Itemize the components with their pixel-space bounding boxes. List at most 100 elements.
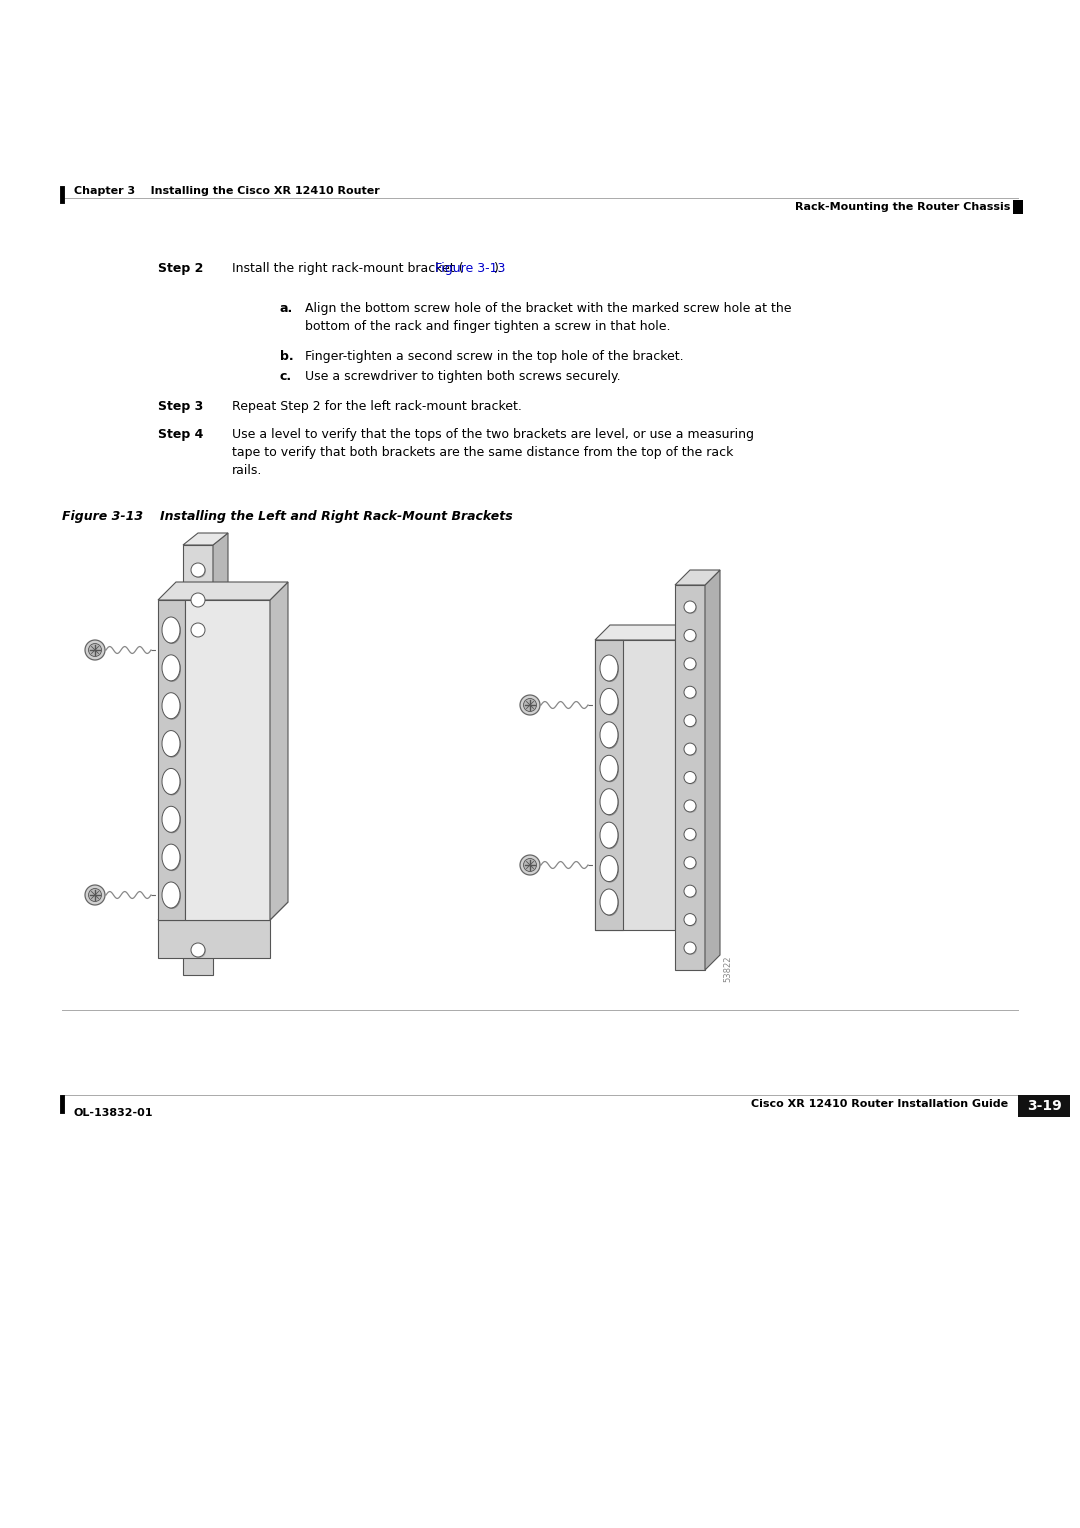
Circle shape — [192, 564, 206, 578]
Text: Installing the Left and Right Rack-Mount Brackets: Installing the Left and Right Rack-Mount… — [160, 510, 513, 523]
Ellipse shape — [163, 732, 181, 758]
Ellipse shape — [163, 883, 181, 909]
Circle shape — [684, 914, 696, 926]
Text: Use a level to verify that the tops of the two brackets are level, or use a meas: Use a level to verify that the tops of t… — [232, 428, 754, 442]
Text: Align the bottom screw hole of the bracket with the marked screw hole at the: Align the bottom screw hole of the brack… — [305, 303, 792, 315]
Polygon shape — [595, 640, 623, 931]
Circle shape — [191, 562, 205, 578]
Text: Step 2: Step 2 — [158, 261, 203, 275]
Circle shape — [685, 659, 697, 671]
Polygon shape — [185, 601, 270, 920]
Polygon shape — [158, 582, 288, 601]
Ellipse shape — [600, 790, 619, 816]
Polygon shape — [158, 601, 185, 920]
Polygon shape — [675, 570, 720, 585]
Circle shape — [684, 801, 696, 811]
Ellipse shape — [163, 807, 181, 833]
Polygon shape — [270, 582, 288, 920]
Polygon shape — [675, 585, 705, 970]
Circle shape — [685, 715, 697, 727]
Ellipse shape — [162, 882, 180, 908]
Polygon shape — [213, 533, 228, 601]
Ellipse shape — [162, 769, 180, 795]
Circle shape — [685, 744, 697, 756]
Text: Repeat Step 2 for the left rack-mount bracket.: Repeat Step 2 for the left rack-mount br… — [232, 400, 522, 413]
Circle shape — [685, 886, 697, 898]
Text: Use a screwdriver to tighten both screws securely.: Use a screwdriver to tighten both screws… — [305, 370, 621, 384]
Ellipse shape — [600, 689, 619, 715]
Text: tape to verify that both brackets are the same distance from the top of the rack: tape to verify that both brackets are th… — [232, 446, 733, 458]
Circle shape — [519, 856, 540, 876]
Circle shape — [192, 594, 206, 608]
Circle shape — [85, 885, 105, 905]
Ellipse shape — [600, 856, 618, 882]
Circle shape — [684, 772, 696, 784]
Ellipse shape — [163, 770, 181, 796]
Ellipse shape — [163, 694, 181, 720]
Text: Finger-tighten a second screw in the top hole of the bracket.: Finger-tighten a second screw in the top… — [305, 350, 684, 364]
Ellipse shape — [162, 656, 180, 681]
Polygon shape — [705, 570, 720, 970]
Text: Figure 3-13: Figure 3-13 — [435, 261, 505, 275]
Polygon shape — [595, 625, 690, 640]
Text: Cisco XR 12410 Router Installation Guide: Cisco XR 12410 Router Installation Guide — [751, 1099, 1008, 1109]
Ellipse shape — [162, 617, 180, 643]
Text: rails.: rails. — [232, 465, 262, 477]
Circle shape — [685, 602, 697, 614]
Circle shape — [685, 688, 697, 700]
Circle shape — [191, 623, 205, 637]
Circle shape — [685, 830, 697, 842]
Circle shape — [684, 659, 696, 669]
Circle shape — [524, 698, 537, 712]
Circle shape — [684, 885, 696, 897]
Ellipse shape — [600, 721, 618, 747]
Circle shape — [519, 695, 540, 715]
Polygon shape — [183, 545, 213, 601]
Polygon shape — [183, 533, 228, 545]
Ellipse shape — [162, 730, 180, 756]
Circle shape — [191, 593, 205, 607]
Text: ).: ). — [495, 261, 503, 275]
Ellipse shape — [162, 692, 180, 718]
Ellipse shape — [163, 845, 181, 871]
Text: OL-13832-01: OL-13832-01 — [75, 1108, 153, 1118]
Ellipse shape — [600, 689, 618, 715]
Ellipse shape — [600, 889, 619, 915]
Text: c.: c. — [280, 370, 292, 384]
Circle shape — [684, 743, 696, 755]
Text: Install the right rack-mount bracket (: Install the right rack-mount bracket ( — [232, 261, 463, 275]
Circle shape — [192, 944, 206, 958]
Text: Rack-Mounting the Router Chassis: Rack-Mounting the Router Chassis — [795, 202, 1010, 212]
Ellipse shape — [162, 807, 180, 833]
Polygon shape — [158, 920, 270, 958]
Circle shape — [685, 773, 697, 784]
Circle shape — [685, 943, 697, 955]
Text: 3-19: 3-19 — [1027, 1099, 1062, 1112]
Circle shape — [684, 630, 696, 642]
Ellipse shape — [600, 656, 618, 681]
Text: 53822: 53822 — [723, 955, 732, 981]
Circle shape — [684, 941, 696, 953]
Ellipse shape — [163, 656, 181, 681]
Circle shape — [685, 801, 697, 813]
Ellipse shape — [163, 617, 181, 643]
Text: b.: b. — [280, 350, 294, 364]
Circle shape — [85, 640, 105, 660]
Ellipse shape — [600, 723, 619, 749]
Ellipse shape — [600, 656, 619, 681]
Circle shape — [685, 631, 697, 642]
Text: Chapter 3    Installing the Cisco XR 12410 Router: Chapter 3 Installing the Cisco XR 12410 … — [75, 186, 380, 196]
Ellipse shape — [600, 889, 618, 915]
Text: Step 3: Step 3 — [158, 400, 203, 413]
Circle shape — [684, 715, 696, 727]
Circle shape — [684, 601, 696, 613]
Circle shape — [684, 828, 696, 840]
Ellipse shape — [600, 824, 619, 850]
Circle shape — [685, 915, 697, 926]
Circle shape — [89, 643, 102, 657]
Ellipse shape — [162, 843, 180, 869]
FancyBboxPatch shape — [1013, 200, 1023, 214]
Ellipse shape — [600, 755, 618, 781]
Ellipse shape — [600, 788, 618, 814]
Polygon shape — [183, 920, 213, 975]
